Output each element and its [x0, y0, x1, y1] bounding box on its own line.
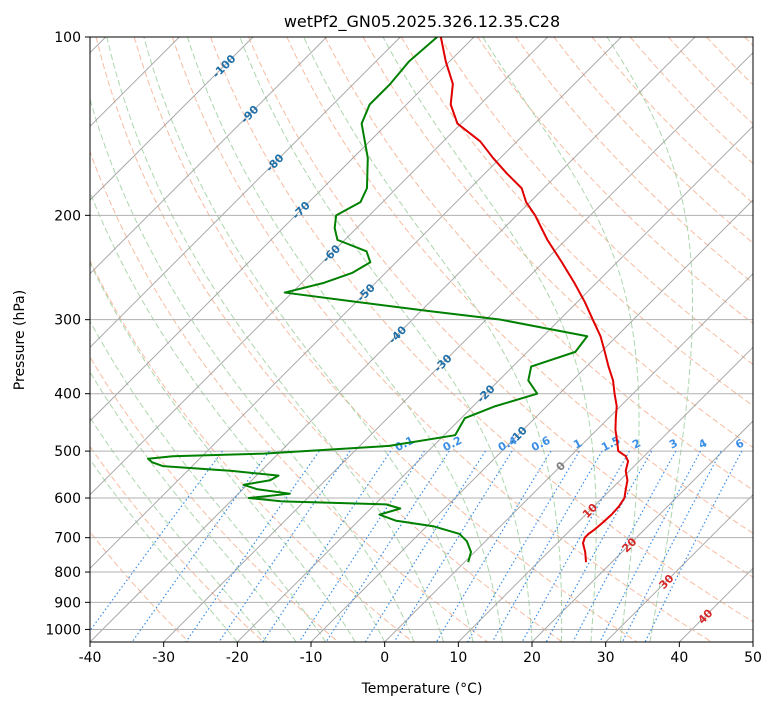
x-tick-label: -30 — [152, 650, 175, 666]
moist-adiabat-line — [606, 37, 694, 642]
mixing-ratio-line — [262, 450, 392, 642]
isotherm-line — [605, 493, 753, 642]
isotherm-line — [310, 199, 753, 642]
dewpoint-profile-line — [147, 37, 589, 563]
dry-adiabat-line — [362, 37, 753, 449]
isotherm-line — [236, 125, 753, 642]
mixing-ratio-line — [521, 450, 631, 642]
isotherm-line — [90, 37, 254, 201]
dry-adiabat-line — [400, 37, 753, 407]
moist-adiabat-line — [187, 37, 504, 642]
dry-adiabat-line — [90, 445, 264, 642]
moist-adiabat-line — [90, 458, 238, 642]
isotherm-line — [90, 37, 401, 349]
mixing-ratio-line — [491, 450, 603, 642]
moist-adiabat-line — [382, 37, 597, 642]
moist-adiabat-line — [303, 37, 563, 642]
dry-adiabat-line — [133, 37, 638, 642]
y-tick-label: 600 — [54, 491, 81, 507]
y-tick-label: 300 — [54, 313, 81, 329]
y-tick-label: 500 — [54, 444, 81, 460]
moist-adiabat-line — [90, 371, 297, 642]
profiles — [147, 37, 630, 563]
dry-adiabat-line — [90, 150, 488, 642]
y-tick-label: 200 — [54, 208, 81, 224]
y-tick-label: 400 — [54, 387, 81, 403]
dry-adiabat-line — [286, 37, 753, 534]
dry-adiabat-line — [90, 356, 339, 642]
x-tick-label: 20 — [523, 650, 541, 666]
moist-adiabat-line — [239, 37, 533, 642]
isobars — [90, 37, 753, 630]
moist-adiabat-line — [90, 190, 386, 642]
chart-title: wetPf2_GN05.2025.326.12.35.C28 — [284, 12, 560, 32]
isotherm-line — [457, 346, 753, 642]
isotherms — [90, 37, 753, 642]
x-axis-ticks: -40 -30 -20 -10 0 10 20 30 40 50 — [79, 642, 762, 666]
x-tick-label: 40 — [670, 650, 688, 666]
dry-adiabat-line — [324, 37, 753, 491]
y-axis-ticks: 100 200 300 400 500 600 700 800 900 1000 — [45, 30, 90, 638]
isotherm-line — [163, 51, 753, 642]
moist-adiabat-line — [106, 37, 445, 642]
y-tick-label: 100 — [54, 30, 81, 46]
x-tick-label: -20 — [226, 650, 249, 666]
isotherm-line — [90, 37, 696, 642]
mixing-ratio-line — [218, 450, 351, 642]
isotherm-line — [90, 37, 475, 422]
mixing-ratio-line — [298, 450, 425, 642]
moist-adiabat-line — [482, 37, 640, 642]
mixing-ratio-line — [90, 450, 223, 632]
mixing-ratio-line — [545, 450, 653, 642]
dry-adiabat-line — [248, 37, 753, 578]
x-tick-label: -40 — [79, 650, 102, 666]
plot-area: -100-90-80-70-60-50-40-30-20-10010203040… — [90, 37, 753, 642]
isotherm-line — [90, 37, 622, 570]
moist-adiabat-line — [90, 416, 268, 642]
mixing-ratio-line — [599, 450, 702, 642]
y-tick-label: 800 — [54, 565, 81, 581]
x-tick-label: -10 — [300, 650, 323, 666]
y-axis-label: Pressure (hPa) — [12, 290, 28, 390]
mixing-ratio-lines — [90, 450, 743, 642]
mixing-ratio-line — [393, 450, 513, 642]
moist-adiabat-line — [90, 261, 356, 642]
isotherm-line — [90, 37, 549, 496]
isotherm-line — [384, 272, 753, 642]
y-tick-label: 700 — [54, 531, 81, 547]
temperature-profile-line — [439, 37, 630, 563]
dry-adiabat-line — [210, 37, 753, 623]
x-tick-label: 10 — [449, 650, 467, 666]
isotherm-line — [90, 37, 328, 275]
x-tick-label: 0 — [380, 650, 389, 666]
isotherm-line — [531, 420, 753, 642]
mixing-ratio-line — [621, 450, 722, 642]
y-tick-label: 1000 — [45, 622, 81, 638]
moist-adiabat-line — [143, 37, 474, 642]
dry-adiabat-line — [95, 37, 563, 642]
x-tick-label: 30 — [597, 650, 615, 666]
plot-frame — [89, 36, 754, 643]
mixing-ratio-line — [572, 450, 677, 642]
y-tick-label: 900 — [54, 595, 81, 611]
x-axis-label: Temperature (°C) — [361, 681, 483, 697]
mixing-ratio-line — [644, 450, 743, 642]
x-tick-label: 50 — [744, 650, 762, 666]
